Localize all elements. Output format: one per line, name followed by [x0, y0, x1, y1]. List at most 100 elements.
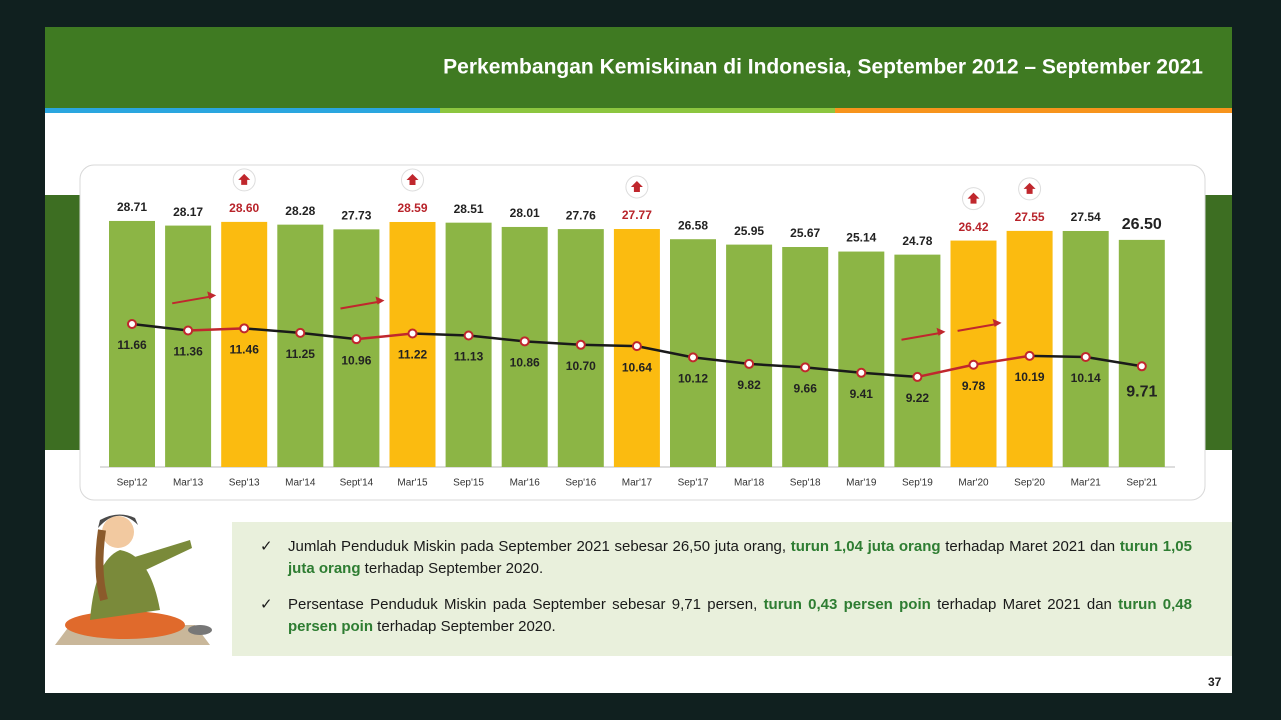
x-tick-label: Mar'19 — [846, 478, 877, 489]
line-segment — [1029, 354, 1086, 359]
line-value-label: 9.41 — [850, 387, 874, 401]
line-segment — [917, 363, 974, 379]
x-tick-label: Mar'13 — [173, 478, 204, 489]
bullet-text: terhadap Maret 2021 dan — [930, 596, 1119, 613]
bar-value-label: 28.60 — [229, 201, 259, 215]
bar — [726, 244, 773, 467]
line-value-label: 10.12 — [678, 372, 708, 386]
line-segment — [973, 354, 1030, 367]
x-tick-label: Sep'15 — [453, 478, 484, 489]
rise-icon-arrow — [630, 181, 643, 193]
bar — [894, 254, 941, 467]
line-segment — [131, 322, 189, 332]
line-value-label: 9.78 — [962, 379, 986, 393]
line-value-label: 11.22 — [398, 348, 428, 362]
bar-value-label: 25.67 — [790, 226, 820, 240]
line-point — [519, 336, 530, 347]
x-tick-label: Sep'19 — [902, 478, 933, 489]
line-point — [239, 323, 250, 334]
line-value-label: 10.70 — [566, 359, 596, 373]
x-tick-label: Sep'17 — [678, 478, 709, 489]
bar — [950, 240, 997, 467]
bar — [1118, 239, 1165, 467]
x-tick-label: Mar'15 — [397, 478, 428, 489]
line-point — [575, 339, 586, 350]
bullet-text: Jumlah Penduduk Miskin pada September 20… — [288, 538, 791, 555]
x-tick-label: Mar'17 — [622, 478, 653, 489]
highlight-text: turun 0,48 persen poin — [288, 596, 1192, 635]
line-value-label: 11.13 — [454, 350, 484, 364]
bar-value-label: 25.95 — [734, 224, 764, 238]
bar-value-label: 27.54 — [1071, 210, 1101, 224]
trend-arrow-head — [936, 327, 946, 336]
line-point — [912, 371, 923, 382]
line-value-label: 11.66 — [117, 338, 147, 352]
bullet: Persentase Penduduk Miskin pada Septembe… — [260, 594, 1192, 638]
bar — [782, 247, 829, 467]
bullet-text: terhadap September 2020. — [360, 560, 544, 577]
bar — [333, 229, 380, 467]
line-point — [1024, 350, 1035, 361]
x-tick-label: Sep'21 — [1126, 478, 1157, 489]
bar-value-label: 28.71 — [117, 200, 147, 214]
line-point — [800, 362, 811, 373]
trend-arrow-head — [207, 291, 217, 300]
header-band — [45, 27, 1232, 108]
bullet-text: terhadap Maret 2021 dan — [940, 538, 1120, 555]
bar-value-label: 28.51 — [454, 202, 484, 216]
line-point — [183, 325, 194, 336]
line-point — [127, 318, 137, 329]
x-tick-label: Sept'14 — [340, 478, 374, 489]
bullet: Jumlah Penduduk Miskin pada September 20… — [260, 536, 1192, 580]
bar-value-label: 26.50 — [1122, 216, 1162, 233]
line-value-label: 11.25 — [286, 347, 316, 361]
line-point — [463, 330, 474, 341]
line-point — [744, 358, 755, 369]
bar — [277, 224, 324, 467]
rise-icon-arrow — [406, 173, 419, 185]
line-value-label: 9.22 — [906, 391, 930, 405]
line-point — [351, 334, 362, 345]
bar-value-label: 24.78 — [902, 234, 932, 248]
bar-value-label: 28.28 — [285, 204, 315, 218]
line-point — [631, 341, 642, 352]
chart-title: Perkembangan Kemiskinan di Indonesia, Se… — [443, 56, 1203, 79]
line-point — [1080, 351, 1091, 362]
rise-icon-arrow — [1023, 182, 1036, 194]
bar-value-label: 25.14 — [846, 231, 876, 245]
bar — [1006, 230, 1053, 467]
x-tick-label: Mar'20 — [958, 478, 989, 489]
line-point — [407, 328, 418, 339]
stripe — [45, 108, 440, 113]
x-tick-label: Sep'16 — [565, 478, 596, 489]
line-segment — [636, 344, 694, 359]
bar — [838, 251, 885, 467]
bar — [1062, 230, 1109, 467]
trend-arrow — [901, 331, 942, 341]
bar-value-label: 26.42 — [958, 220, 988, 234]
x-tick-label: Mar'21 — [1071, 478, 1102, 489]
bar — [389, 221, 436, 467]
line-value-label: 11.46 — [230, 342, 260, 356]
line-segment — [861, 371, 918, 379]
line-segment — [805, 366, 862, 375]
bullet-text: Persentase Penduduk Miskin pada Septembe… — [288, 596, 764, 613]
line-point — [968, 359, 979, 370]
x-tick-label: Mar'16 — [510, 478, 541, 489]
trend-arrow — [957, 322, 998, 332]
highlight-text: turun 1,04 juta orang — [790, 538, 941, 555]
rise-icon-arrow — [967, 192, 980, 204]
x-tick-label: Sep'12 — [117, 478, 148, 489]
line-value-label: 9.66 — [794, 382, 818, 396]
line-segment — [244, 327, 301, 335]
rise-icon-arrow — [238, 173, 251, 185]
bar — [165, 225, 212, 467]
line-value-label: 10.64 — [622, 360, 652, 374]
bar-value-label: 27.73 — [341, 209, 371, 223]
line-segment — [749, 362, 806, 369]
line-value-label: 9.71 — [1126, 384, 1157, 401]
highlight-text: turun 1,05 juta orang — [288, 538, 1192, 577]
bar-value-label: 28.59 — [397, 201, 427, 215]
